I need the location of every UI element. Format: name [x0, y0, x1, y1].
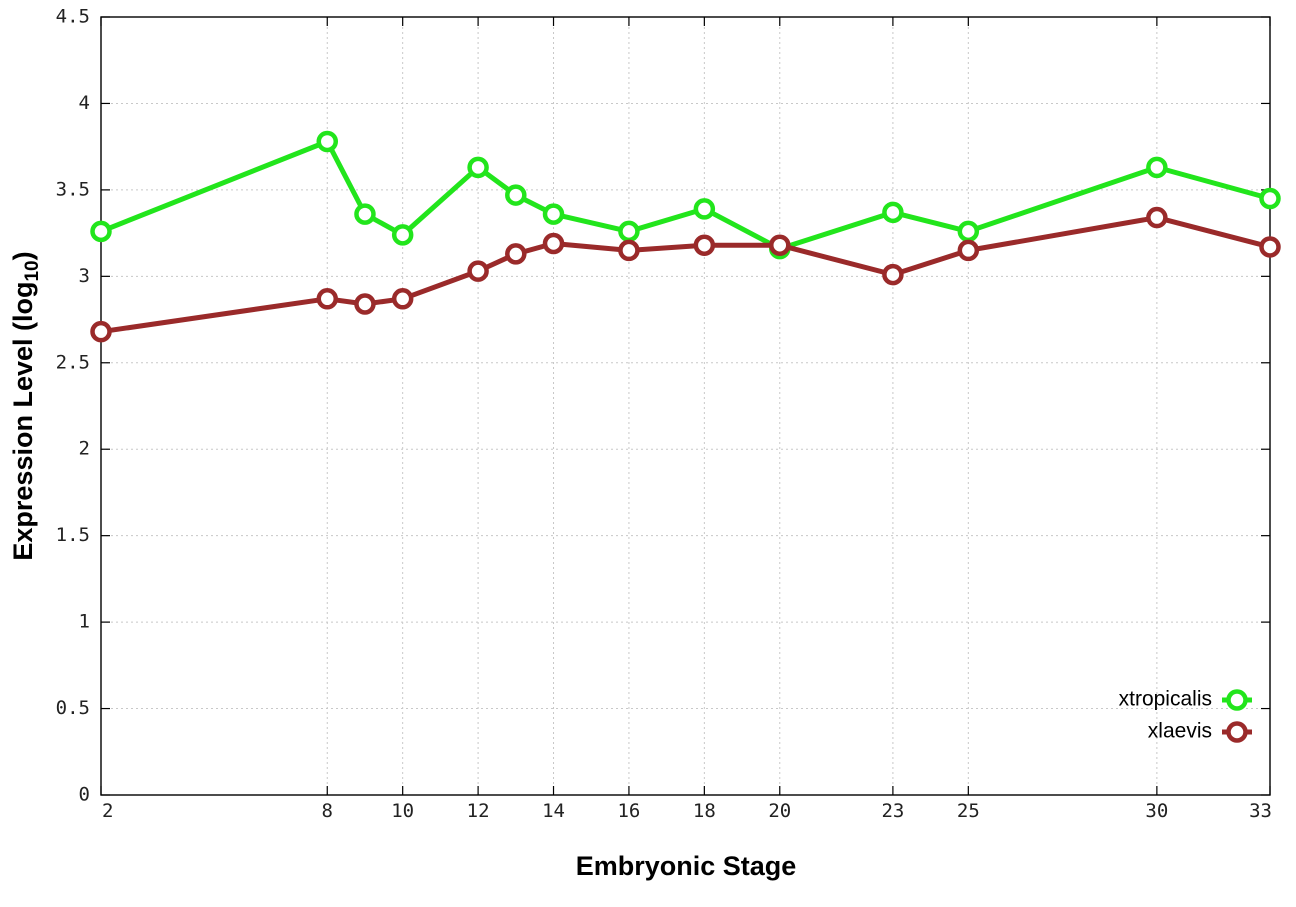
y-tick-label: 4.5 [56, 6, 90, 28]
x-tick-label: 25 [957, 800, 980, 822]
x-tick-label: 8 [322, 800, 333, 822]
data-point-xtropicalis [354, 203, 376, 225]
y-tick-label: 2.5 [56, 351, 90, 373]
y-tick-label: 2 [79, 438, 90, 460]
data-point-xlaevis [316, 288, 339, 310]
x-tick-label: 30 [1145, 800, 1168, 822]
data-point-xlaevis [1146, 206, 1168, 229]
data-point-xtropicalis [693, 198, 716, 220]
data-point-xtropicalis [90, 220, 112, 243]
series-xlaevis [90, 206, 1281, 343]
data-point-xlaevis [90, 320, 112, 343]
data-point-xtropicalis [542, 203, 565, 225]
x-tick-label: 14 [542, 800, 565, 822]
legend: xtropicalis xlaevis [1119, 688, 1252, 743]
y-tick-label: 3.5 [56, 178, 90, 200]
legend-label: xtropicalis [1119, 688, 1212, 711]
grid-layer [101, 17, 1270, 795]
data-point-xtropicalis [1259, 187, 1281, 210]
y-axis-title-subscript: 10 [22, 260, 43, 281]
data-point-xlaevis [505, 243, 527, 265]
data-point-xlaevis [882, 263, 904, 286]
series-line-xlaevis [98, 215, 1273, 335]
legend-item-xlaevis: xlaevis [1148, 720, 1252, 743]
data-point-xtropicalis [1146, 156, 1168, 179]
data-point-xtropicalis [505, 184, 527, 206]
data-point-xtropicalis [316, 130, 339, 153]
data-point-xtropicalis [957, 220, 980, 243]
y-tick-label: 0 [79, 784, 90, 806]
data-point-xlaevis [693, 234, 716, 256]
x-tick-label: 20 [768, 800, 791, 822]
data-point-xtropicalis [467, 156, 489, 179]
x-axis-title: Embryonic Stage [576, 851, 797, 881]
data-point-xtropicalis [618, 220, 640, 243]
y-tick-label: 0.5 [56, 697, 90, 719]
tick-layer: 0 0.5 1 1.5 2 2.5 3 3.5 4 4.5 2 8 10 12 14 16 18 20 23 25 30… [56, 6, 1272, 823]
y-axis-title-close: ) [8, 251, 38, 260]
x-tick-label: 16 [617, 800, 640, 822]
x-tick-label: 23 [881, 800, 904, 822]
data-point-xlaevis [467, 260, 489, 282]
y-axis-title: Expression Level (log10) [8, 251, 43, 560]
data-point-xlaevis [957, 239, 980, 262]
x-tick-label: 10 [391, 800, 414, 822]
x-tick-label: 33 [1249, 800, 1272, 822]
y-tick-label: 1 [79, 611, 90, 633]
data-point-xlaevis [391, 288, 414, 310]
x-tick-label: 12 [467, 800, 490, 822]
y-tick-label: 1.5 [56, 524, 90, 546]
data-point-xlaevis [354, 293, 376, 315]
data-point-xtropicalis [391, 224, 414, 246]
data-point-xlaevis [618, 239, 640, 262]
y-tick-label: 4 [79, 92, 90, 114]
legend-item-xtropicalis: xtropicalis [1119, 688, 1252, 711]
y-tick-label: 3 [79, 265, 90, 287]
series-xtropicalis [90, 130, 1281, 260]
x-tick-label: 18 [693, 800, 716, 822]
legend-marker-swatch [1226, 689, 1248, 711]
plot-area-border [100, 16, 1271, 796]
data-point-xlaevis [1259, 236, 1281, 258]
series-layer [90, 130, 1281, 343]
data-point-xlaevis [769, 234, 791, 256]
legend-marker-swatch [1226, 721, 1248, 743]
x-tick-label: 2 [102, 800, 113, 822]
series-line-xtropicalis [98, 139, 1273, 252]
data-point-xtropicalis [882, 201, 904, 224]
data-point-xlaevis [542, 232, 565, 255]
legend-label: xlaevis [1148, 720, 1212, 743]
